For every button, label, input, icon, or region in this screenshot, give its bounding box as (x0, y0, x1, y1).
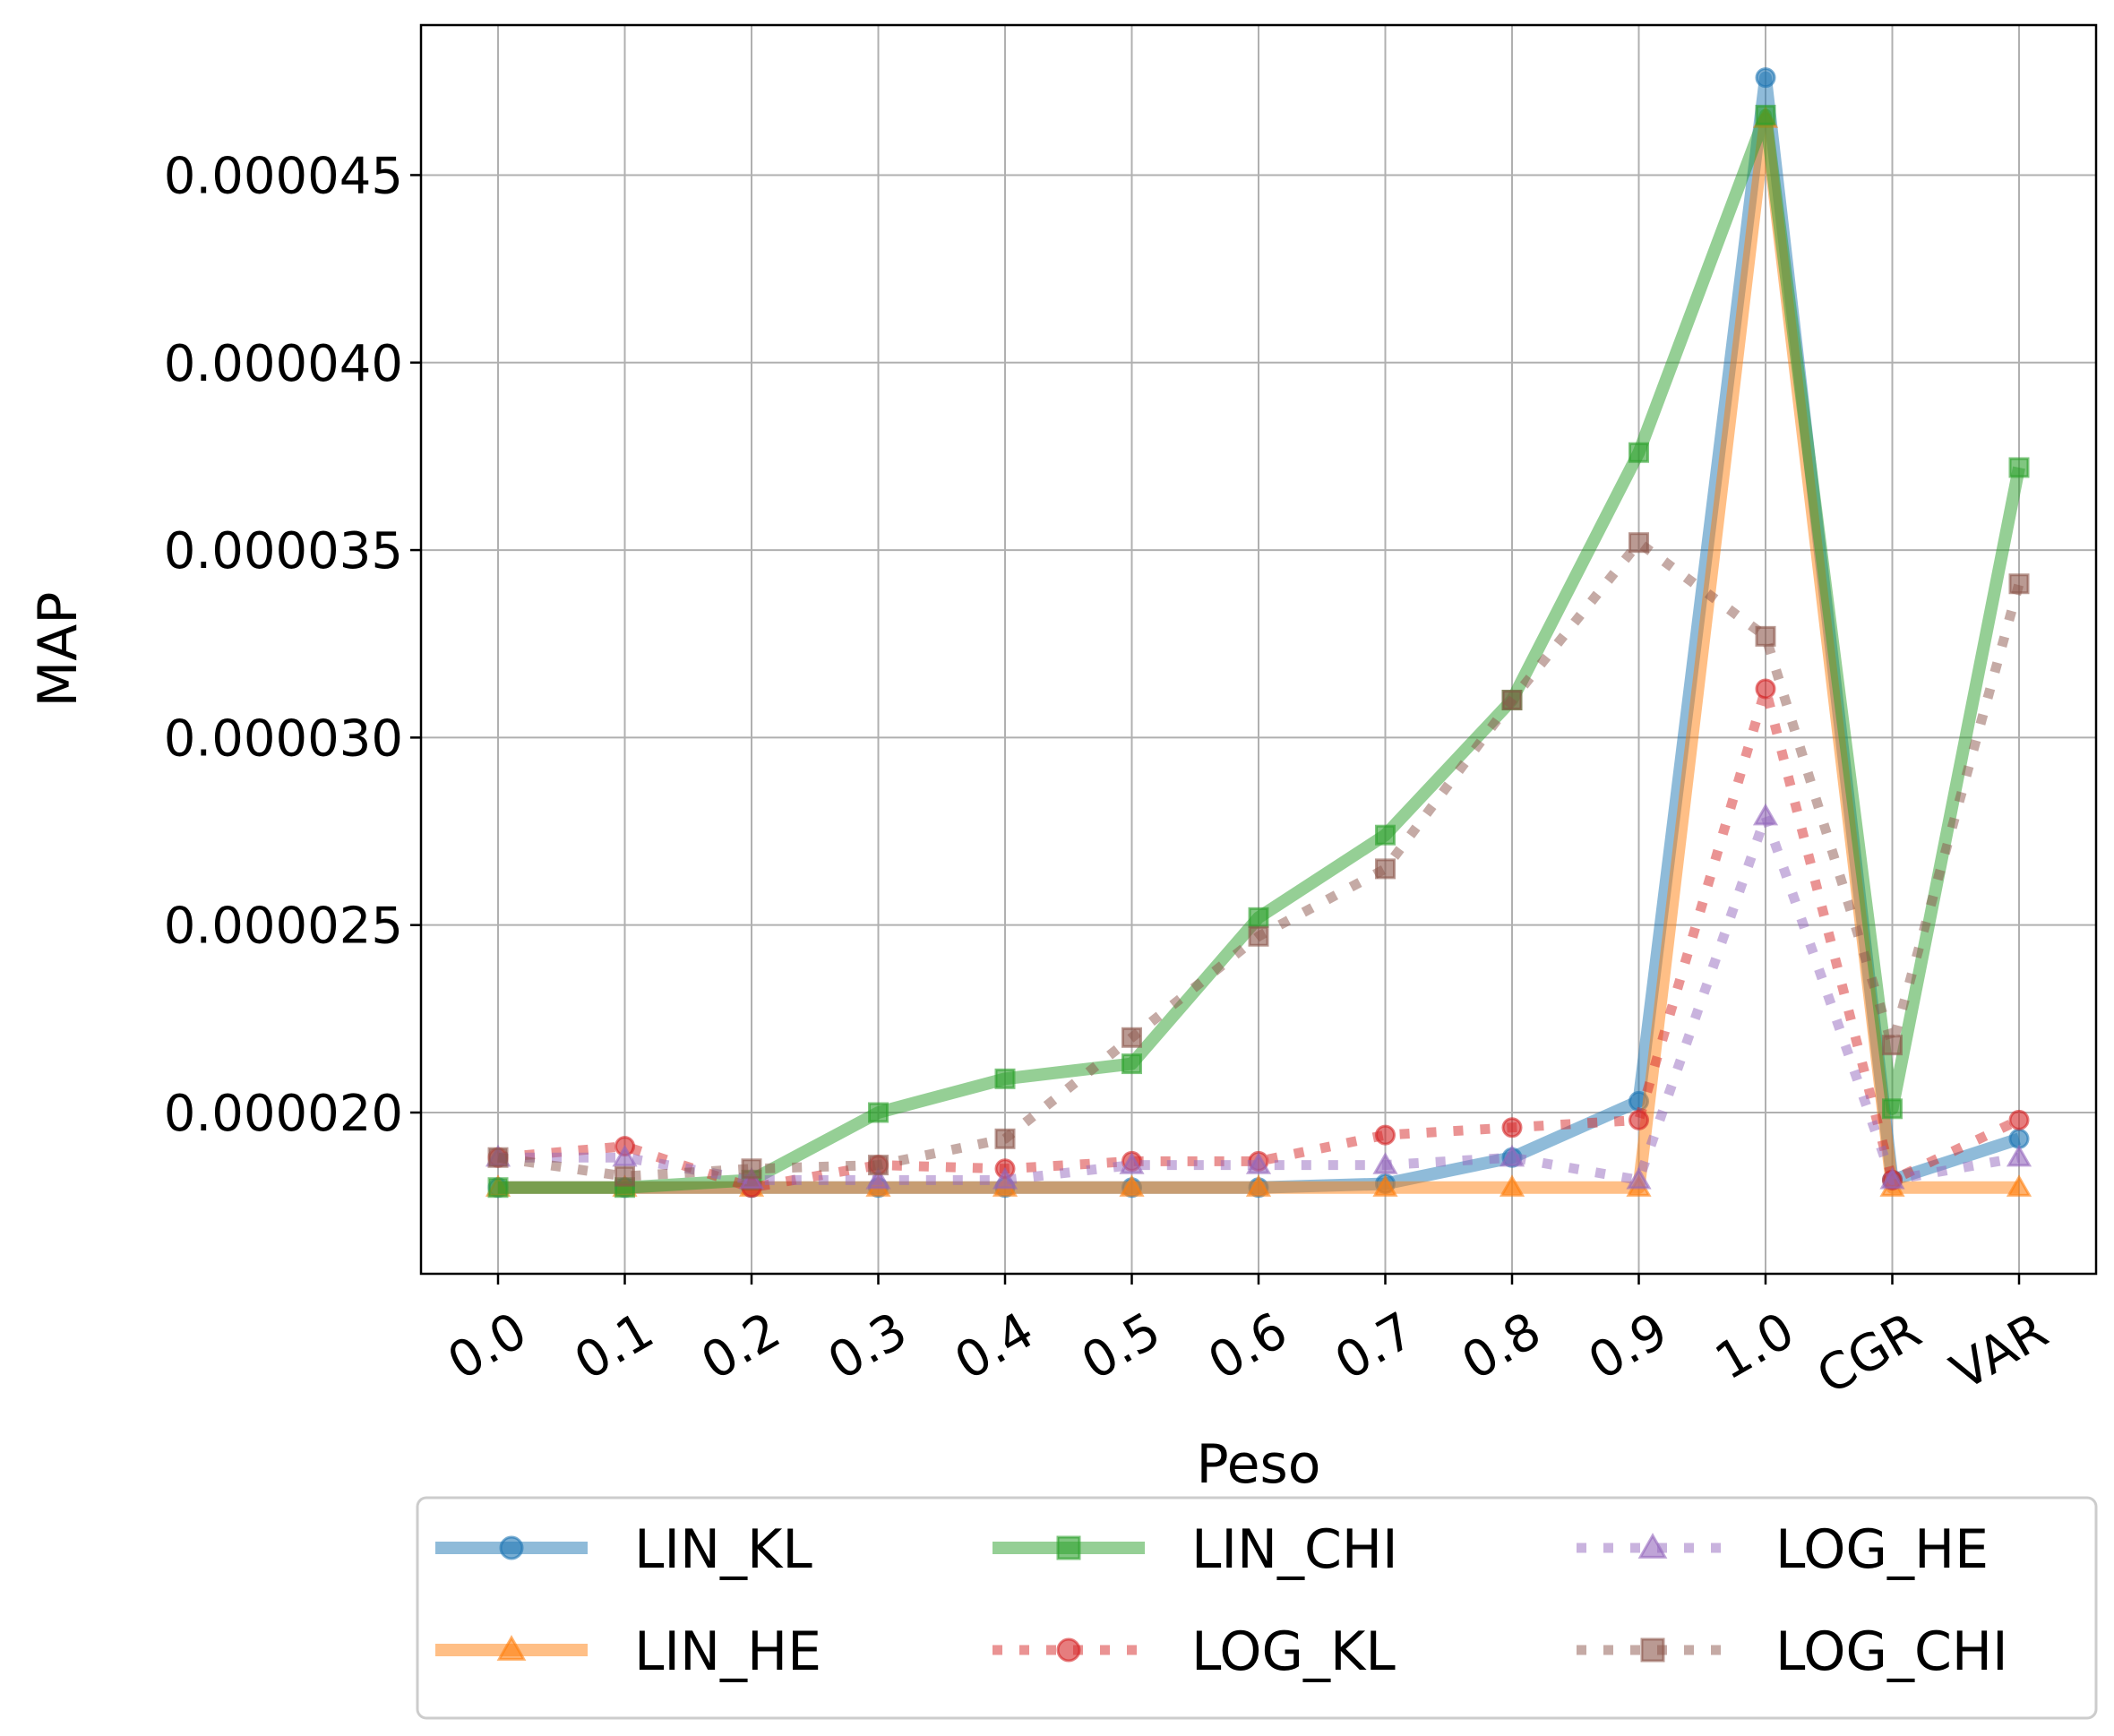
legend-marker (499, 1535, 524, 1560)
data-point (741, 1158, 762, 1180)
data-point (868, 1155, 889, 1176)
data-point (1119, 1174, 1145, 1197)
data-point (1372, 1152, 1398, 1174)
data-point (1372, 1174, 1398, 1197)
x-tick-label: 0.3 (819, 1302, 917, 1392)
data-point (1752, 803, 1779, 826)
data-point (1882, 1035, 1903, 1056)
data-point (1879, 1166, 1905, 1190)
data-point (1755, 67, 1776, 89)
data-point (2006, 1174, 2032, 1197)
data-point (1499, 1174, 1525, 1197)
data-point (2008, 573, 2030, 595)
data-point (487, 1177, 509, 1199)
data-point (994, 1128, 1016, 1149)
x-tick-label: 0.6 (1199, 1302, 1297, 1392)
data-point (1755, 104, 1776, 125)
series-layer (485, 67, 2032, 1199)
x-tick-label: 0.9 (1579, 1302, 1678, 1392)
data-point (1245, 1152, 1272, 1174)
y-tick-label: 0.000030 (164, 709, 403, 768)
data-point (2008, 457, 2030, 478)
legend-label: LIN_CHI (1191, 1518, 1398, 1581)
data-point (865, 1166, 891, 1190)
x-tick-label: 0.7 (1326, 1302, 1424, 1392)
data-point (1119, 1152, 1145, 1174)
data-point (1375, 1124, 1396, 1146)
data-point (992, 1166, 1018, 1190)
legend-marker (1056, 1637, 1081, 1663)
x-tick-label: 1.0 (1706, 1302, 1804, 1392)
x-tick-label: CGR (1808, 1302, 1931, 1406)
x-axis-label: Peso (1197, 1433, 1321, 1496)
legend: LIN_KL LIN_HE LIN_CHI LOG_KL LOG_HE LOG_CHI (416, 1496, 2098, 1720)
data-point (1628, 1109, 1649, 1130)
y-tick-label: 0.000035 (164, 522, 403, 580)
legend-marker (1637, 1533, 1668, 1559)
data-point (1245, 1174, 1272, 1197)
data-point (2008, 1109, 2030, 1130)
y-tick-label: 0.000045 (164, 147, 403, 205)
data-point (1628, 532, 1649, 554)
x-tick-label: 0.1 (565, 1302, 664, 1392)
y-tick-label: 0.000025 (164, 898, 403, 956)
data-point (2006, 1144, 2032, 1167)
legend-marker (1640, 1637, 1665, 1663)
data-point (1248, 907, 1269, 928)
y-axis-label: MAP (27, 592, 90, 708)
legend-label: LIN_KL (634, 1518, 812, 1581)
data-point (994, 1068, 1016, 1089)
legend-label: LOG_CHI (1775, 1620, 2008, 1683)
legend-marker (1056, 1535, 1081, 1560)
legend-frame (416, 1496, 2098, 1720)
y-tick-label: 0.000020 (164, 1085, 403, 1143)
data-point (1755, 678, 1776, 700)
x-tick-label: 0.8 (1452, 1302, 1551, 1392)
legend-label: LOG_KL (1191, 1620, 1396, 1683)
data-point (1499, 1144, 1525, 1167)
data-point (612, 1144, 638, 1167)
y-axis-ticks: 0.000020 0.000025 0.000030 0.000035 0.000040… (164, 147, 421, 1143)
data-point (1375, 824, 1396, 846)
x-tick-label: 0.0 (438, 1302, 537, 1392)
y-tick-label: 0.000040 (164, 335, 403, 393)
data-point (868, 1102, 889, 1123)
data-point (1121, 1027, 1142, 1048)
data-point (1755, 625, 1776, 647)
data-point (1121, 1053, 1142, 1075)
data-point (1626, 1166, 1652, 1190)
data-point (614, 1165, 635, 1187)
x-tick-label: 0.5 (1072, 1302, 1171, 1392)
data-point (1375, 858, 1396, 880)
legend-marker (496, 1635, 527, 1661)
x-axis-ticks: 0.0 0.1 0.2 0.3 0.4 0.5 0.6 0.7 0.8 0.9 1.0 CGR VAR (438, 1274, 2058, 1406)
data-point (1501, 690, 1523, 711)
data-point (1248, 925, 1269, 947)
data-point (1882, 1098, 1903, 1120)
data-point (487, 1147, 509, 1168)
x-tick-label: 0.2 (692, 1302, 790, 1392)
x-tick-label: 0.4 (945, 1302, 1044, 1392)
x-tick-label: VAR (1942, 1302, 2058, 1402)
legend-label: LIN_HE (634, 1620, 821, 1683)
data-point (1501, 1117, 1523, 1139)
grid-lines (421, 25, 2096, 1274)
legend-label: LOG_HE (1775, 1518, 1989, 1581)
data-point (1628, 442, 1649, 463)
